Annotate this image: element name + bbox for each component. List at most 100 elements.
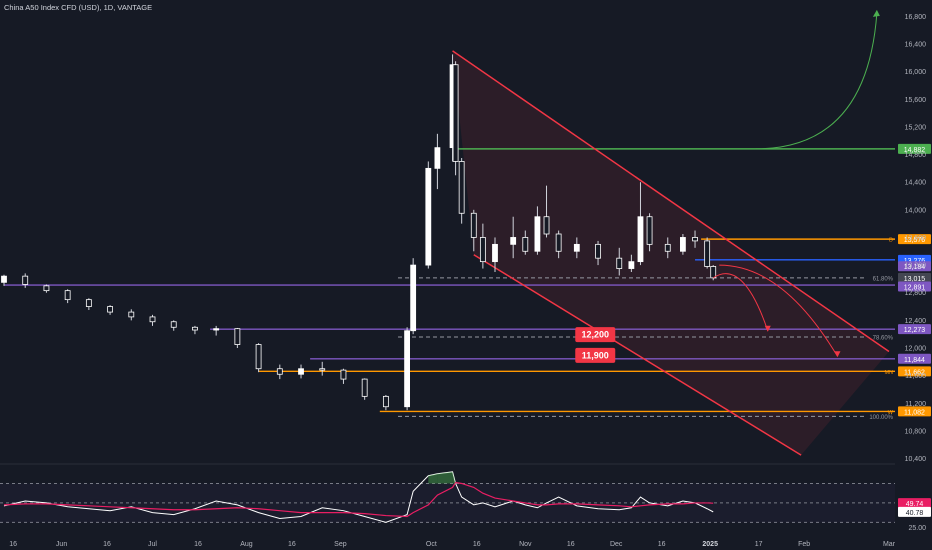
- price-tag-label-12891: 12,891: [904, 284, 926, 291]
- candle: [234, 327, 241, 348]
- level-tag-11082: W: [888, 410, 894, 416]
- y-tick-label: 12,800: [905, 290, 927, 297]
- x-tick-label: 17: [755, 541, 763, 548]
- channel-upper-line: [452, 50, 890, 353]
- candle-body: [128, 311, 135, 318]
- candle: [492, 237, 498, 272]
- rsi-value: 40.78: [906, 510, 924, 517]
- candle-body: [573, 243, 580, 252]
- candle: [522, 230, 529, 255]
- rsi-overbought-fill: [437, 471, 453, 484]
- y-tick-label: 12,400: [905, 318, 927, 325]
- candle-body: [434, 147, 441, 169]
- candle: [573, 237, 580, 259]
- price-tag-label-13184: 13,184: [904, 264, 926, 271]
- y-tick-label: 16,400: [905, 42, 927, 49]
- candle: [43, 284, 50, 293]
- x-tick-label: 16: [194, 541, 202, 548]
- level-price-tag-14882: [898, 143, 931, 154]
- rsi-overbought-fill: [428, 473, 438, 484]
- candle: [85, 298, 92, 310]
- candle: [664, 237, 671, 259]
- projection-arrow-11900: [719, 264, 838, 357]
- level-price-label-11082: 11,082: [904, 409, 925, 416]
- x-tick-label: 16: [103, 541, 111, 548]
- fib-label: 78.60%: [873, 335, 894, 341]
- price-tag-label-13015: 13,015: [904, 276, 926, 283]
- candle: [340, 368, 347, 384]
- candle: [276, 364, 283, 380]
- target-badge-11,900: [575, 347, 616, 363]
- x-tick-label: 16: [288, 541, 296, 548]
- x-tick-label: 16: [473, 541, 481, 548]
- candle: [64, 289, 71, 304]
- candle-body: [64, 290, 71, 301]
- candle-body: [637, 216, 644, 263]
- candle-body: [107, 306, 113, 313]
- x-tick-label: Aug: [240, 541, 253, 548]
- rsi-line: [3, 471, 714, 523]
- price-tag-12891: [898, 281, 931, 292]
- level-price-tag-11082: [898, 406, 931, 417]
- chart-title: China A50 Index CFD (USD), 1D, VANTAGE: [4, 3, 153, 12]
- candle-body: [458, 161, 465, 214]
- level-tag-11662: MN: [884, 370, 893, 376]
- candle: [704, 237, 711, 269]
- y-tick-label: 10,800: [905, 428, 927, 435]
- candle: [646, 213, 653, 252]
- candle-body: [543, 216, 550, 235]
- channel-fill: [452, 50, 889, 456]
- candle-body: [43, 285, 50, 292]
- rsi-overbought-fill: [452, 471, 456, 484]
- candle-body: [628, 261, 635, 269]
- level-price-tag-12273: [898, 324, 931, 335]
- candle-body: [710, 266, 717, 279]
- level-price-label-12273: 12,273: [904, 327, 926, 334]
- rsi-y-tick-label: 25.00: [908, 525, 926, 532]
- y-tick-label: 16,800: [905, 14, 927, 21]
- candle-body: [534, 216, 541, 252]
- candle-body: [410, 264, 417, 332]
- candle-body: [595, 243, 601, 259]
- x-tick-label: Feb: [798, 541, 810, 548]
- candle: [361, 378, 368, 400]
- target-badge-12,200: [575, 327, 616, 343]
- candle-body: [22, 275, 29, 285]
- y-tick-label: 14,800: [905, 152, 927, 159]
- candle-body: [692, 237, 698, 242]
- candle-body: [479, 237, 486, 263]
- candle-body: [382, 395, 389, 408]
- projection-arrow-12200: [712, 273, 769, 331]
- bullish-arrowhead: [872, 9, 880, 17]
- candle: [213, 325, 220, 336]
- candle: [22, 273, 29, 288]
- candle: [410, 258, 417, 335]
- candle: [637, 182, 644, 266]
- candle: [616, 247, 623, 276]
- y-tick-label: 15,600: [905, 97, 927, 104]
- candle: [470, 209, 477, 252]
- level-price-label-14882: 14,882: [904, 147, 926, 154]
- candle-body: [85, 299, 92, 307]
- candle: [255, 343, 262, 373]
- candle-body: [470, 212, 477, 238]
- y-tick-label: 14,000: [905, 207, 927, 214]
- rsi-ma-tag: [898, 498, 931, 509]
- candle: [479, 223, 486, 269]
- candle: [458, 158, 465, 224]
- candle: [534, 206, 541, 255]
- candle: [680, 234, 686, 255]
- candle-body: [276, 368, 283, 375]
- y-tick-label: 13,600: [905, 235, 927, 242]
- candle: [692, 230, 698, 248]
- candle-body: [170, 321, 177, 328]
- candle: [710, 265, 717, 281]
- candle: [452, 61, 459, 176]
- candle-body: [452, 64, 459, 162]
- candle-body: [616, 257, 623, 269]
- candle: [434, 133, 441, 190]
- candle: [628, 254, 635, 272]
- candle: [149, 314, 156, 326]
- candle-body: [704, 240, 711, 267]
